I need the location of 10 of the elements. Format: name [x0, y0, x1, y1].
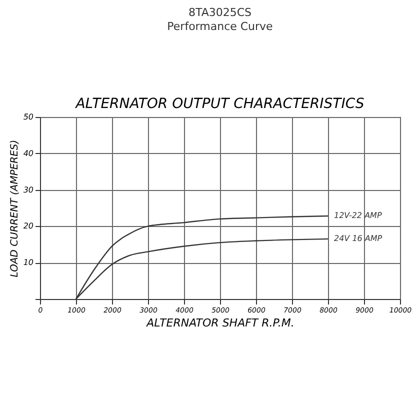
y-tick-label: 10 [23, 258, 34, 268]
y-tick-label: 20 [23, 222, 34, 231]
chart-title: 8TA3025CS [188, 6, 252, 19]
y-tick-label: 30 [23, 185, 34, 194]
chart-subtitle: Performance Curve [167, 20, 274, 33]
y-axis-title: LOAD CURRENT (AMPERES) [9, 140, 20, 278]
y-tick-label: 50 [23, 112, 34, 122]
text: ALTERNATOR OUTPUT CHARACTERISTICS [74, 96, 364, 112]
y-tick-label: 40 [23, 148, 34, 158]
x-axis-title: ALTERNATOR SHAFT R.P.M. [146, 316, 294, 330]
